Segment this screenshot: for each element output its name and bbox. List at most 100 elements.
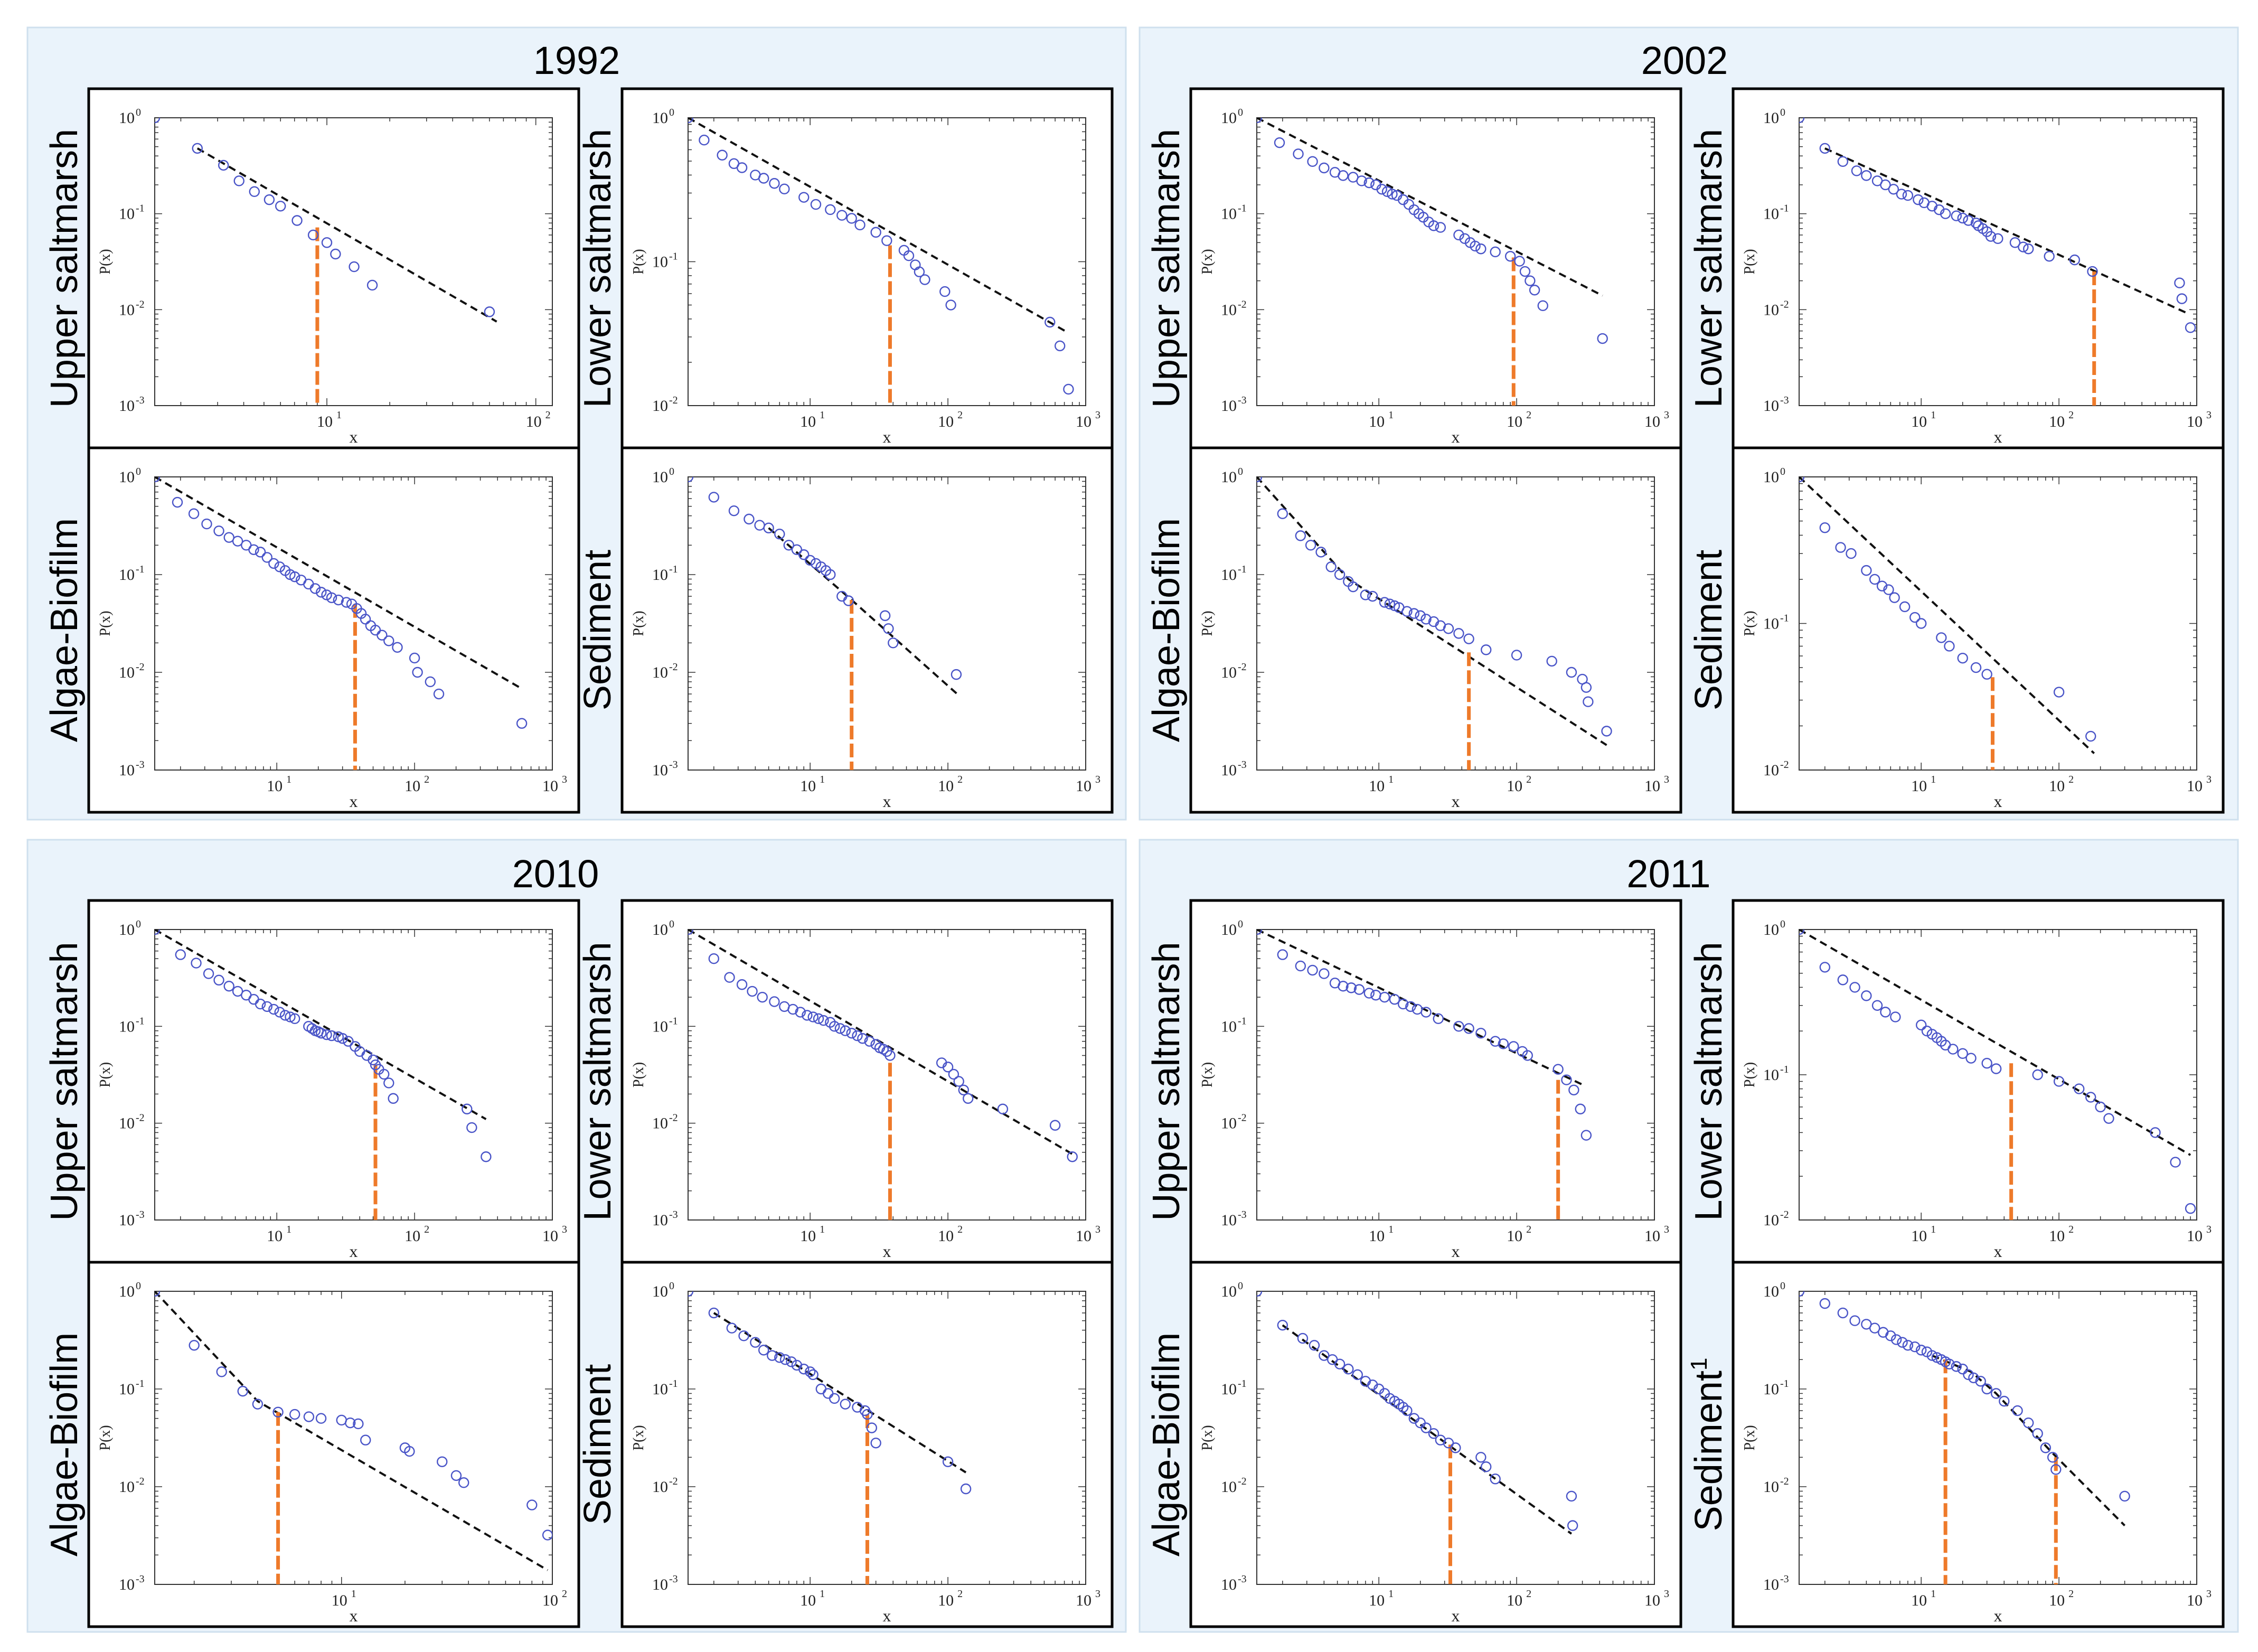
data-point [774, 1352, 785, 1363]
data-point [1915, 1019, 1927, 1031]
x-axis-label: x [883, 1606, 891, 1625]
data-point [1909, 1341, 1921, 1353]
data-point [1309, 1340, 1320, 1351]
y-tick-exponent: -1 [136, 203, 145, 214]
data-point [846, 213, 857, 224]
data-point [172, 496, 183, 508]
x-tick-exponent: 2 [957, 774, 963, 785]
data-point [216, 1366, 227, 1377]
data-point [736, 979, 748, 990]
x-tick-exponent: 1 [286, 1224, 291, 1235]
y-tick-exponent: -3 [136, 1573, 145, 1585]
data-point [2085, 1092, 2096, 1103]
y-axis-label: P(x) [631, 1425, 647, 1450]
y-tick-label: 10 [1763, 468, 1779, 486]
y-axis-label: P(x) [631, 1062, 647, 1087]
data-point [1849, 1315, 1860, 1326]
data-point [1305, 540, 1316, 551]
data-point [840, 1398, 851, 1410]
y-axis-label: P(x) [1199, 1425, 1216, 1450]
data-point [769, 996, 780, 1007]
data-point [951, 669, 962, 680]
y-tick-exponent: -2 [669, 1476, 678, 1487]
x-tick-label: 10 [1076, 1227, 1092, 1245]
y-tick-exponent: -2 [669, 1112, 678, 1124]
x-tick-exponent: 3 [2206, 1224, 2212, 1235]
data-point [542, 1529, 552, 1541]
data-point [248, 544, 259, 555]
y-tick-label: 10 [652, 397, 668, 415]
data-point [450, 1470, 462, 1481]
data-point [1063, 383, 1074, 395]
data-point [1334, 1358, 1346, 1369]
power-law-fit-line [1282, 1324, 1573, 1535]
data-point [1957, 212, 1968, 224]
data-point [1944, 641, 1955, 652]
y-tick-exponent: -2 [1238, 298, 1247, 310]
y-axis-label: P(x) [1199, 1062, 1216, 1087]
data-point [1319, 162, 1330, 174]
data-point [1837, 974, 1849, 985]
x-tick-label: 10 [1911, 1227, 1927, 1245]
data-point [1601, 726, 1612, 737]
x-tick-exponent: 1 [820, 1588, 825, 1600]
quadrant-title: 2011 [1626, 852, 1710, 896]
data-point [1352, 1369, 1363, 1381]
data-point [1408, 608, 1419, 619]
x-tick-exponent: 3 [1095, 1224, 1100, 1235]
y-tick-exponent: 0 [1238, 918, 1243, 930]
data-point [1992, 233, 2003, 245]
data-point [1443, 623, 1454, 634]
panel-frame [1189, 1261, 1682, 1628]
panel-category-label: Sediment1 [1686, 1358, 1730, 1532]
panel-category-label: Lower saltmarsh [577, 129, 619, 408]
data-point [392, 642, 403, 653]
x-tick-exponent: 1 [1388, 1224, 1394, 1235]
y-tick-label: 10 [1763, 615, 1779, 633]
x-tick-exponent: 2 [2068, 774, 2074, 785]
data-point [953, 1076, 964, 1087]
data-point [807, 1011, 818, 1022]
data-point [213, 974, 224, 986]
x-tick-exponent: 1 [820, 774, 825, 785]
data-point [1293, 148, 1304, 159]
x-tick-exponent: 3 [1664, 409, 1669, 421]
data-point [1453, 1021, 1464, 1032]
data-point [843, 595, 854, 606]
power-law-fit-line [155, 930, 487, 1120]
data-point [948, 1068, 959, 1080]
y-tick-label: 10 [1763, 921, 1779, 938]
y-tick-label: 10 [119, 762, 135, 779]
data-point [2053, 687, 2065, 698]
data-point [1876, 580, 1888, 592]
x-tick-exponent: 2 [957, 1224, 963, 1235]
data-point [412, 667, 423, 678]
data-point [377, 630, 388, 641]
data-point [885, 1050, 896, 1061]
data-point [1376, 184, 1387, 195]
panel-2011-lower-saltmarsh: 10 1 10 2 10 310 -210 -110 0xP(x) [1732, 899, 2225, 1264]
data-point [1067, 1151, 1078, 1162]
panel-2010-algae-biofilm: 10 1 10 210 -310 -210 -110 0xP(x) [87, 1261, 580, 1628]
data-point [1475, 243, 1486, 255]
data-point [2069, 254, 2081, 266]
data-point [1981, 669, 1992, 680]
data-point [958, 1084, 970, 1096]
data-point [1397, 1402, 1409, 1413]
x-tick-exponent: 3 [1664, 1588, 1669, 1600]
plot-area [155, 477, 528, 770]
x-tick-label: 10 [1911, 413, 1927, 430]
y-tick-exponent: 0 [136, 107, 141, 118]
data-point [1428, 220, 1440, 231]
y-tick-exponent: 0 [136, 466, 141, 477]
data-point [1381, 186, 1393, 198]
data-point [1885, 1330, 1896, 1341]
data-point [1514, 256, 1525, 267]
y-tick-exponent: -3 [136, 759, 145, 771]
data-point [1880, 1007, 1891, 1018]
data-point [316, 587, 327, 598]
data-point [738, 1330, 749, 1341]
y-tick-label: 10 [119, 664, 135, 681]
panel-frame [1189, 899, 1682, 1264]
y-tick-exponent: -2 [669, 661, 678, 673]
